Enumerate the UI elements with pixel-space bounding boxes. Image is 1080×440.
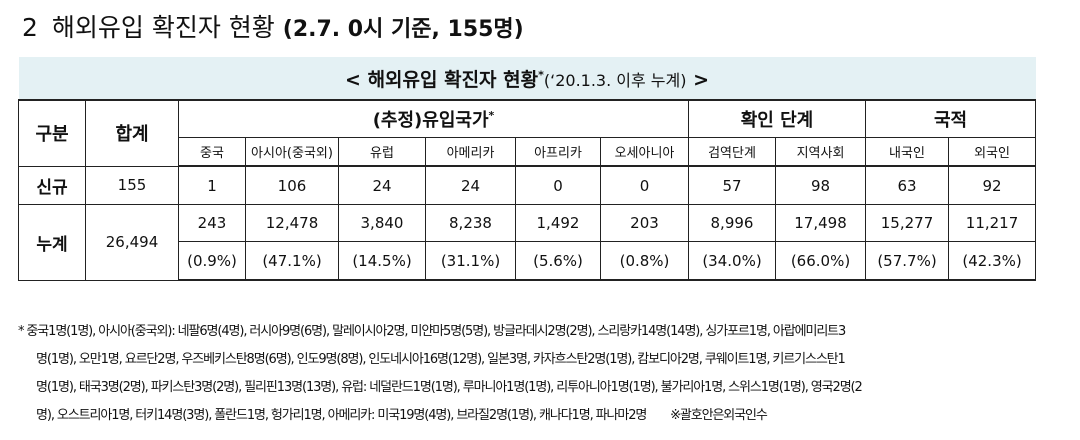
count-cell: 1,492 xyxy=(515,204,601,242)
header-cell: 국적 xyxy=(864,99,1037,138)
footnote-text: 명(1명), 태국3명(2명), 파키스탄3명(2명), 필리핀13명(13명)… xyxy=(36,380,863,395)
caption-suffix: (‘20.1.3. 이후 누계) xyxy=(543,70,687,90)
count-cell: 243 xyxy=(178,204,246,242)
value-cell: 106 xyxy=(245,165,339,205)
header-cell: (추정)유입국가* xyxy=(178,99,689,138)
caption-end: > xyxy=(693,68,710,91)
header-mark: * xyxy=(488,109,495,122)
share-cell: (31.1%) xyxy=(425,241,516,281)
sub-header-cell: 내국인 xyxy=(865,137,949,167)
total-cell: 155 xyxy=(85,165,179,205)
value-cell: 0 xyxy=(600,165,689,205)
header-cell: 합계 xyxy=(85,99,179,167)
footnote-line: * 중국1명(1명), 아시아(중국외): 네팔6명(4명), 러시아9명(6명… xyxy=(18,318,1068,346)
share-cell: (57.7%) xyxy=(865,241,949,281)
header-cell: 확인 단계 xyxy=(688,99,866,138)
value-cell: 63 xyxy=(865,165,949,205)
count-cell: 12,478 xyxy=(245,204,339,242)
count-cell: 15,277 xyxy=(865,204,949,242)
value-cell: 98 xyxy=(775,165,866,205)
header-cell: 구분 xyxy=(18,99,86,167)
sub-header-cell: 아프리카 xyxy=(515,137,601,167)
sub-header-cell: 지역사회 xyxy=(775,137,866,167)
section-note: (2.7. 0시 기준, 155명) xyxy=(282,17,524,42)
row-label: 누계 xyxy=(18,204,86,281)
footnote-line: 명(1명), 태국3명(2명), 파키스탄3명(2명), 필리핀13명(13명)… xyxy=(18,374,1068,402)
sub-header-cell: 아메리카 xyxy=(425,137,516,167)
header-text: (추정)유입국가 xyxy=(372,110,489,131)
share-cell: (34.0%) xyxy=(688,241,776,281)
total-cell: 26,494 xyxy=(85,204,179,281)
value-cell: 57 xyxy=(688,165,776,205)
count-cell: 8,996 xyxy=(688,204,776,242)
section-number: 2 xyxy=(22,13,38,42)
share-cell: (0.8%) xyxy=(600,241,689,281)
caption-mark: * xyxy=(538,68,544,82)
row-label: 신규 xyxy=(18,165,86,205)
sub-header-cell: 외국인 xyxy=(947,137,1037,167)
sub-header-cell: 아시아(중국외) xyxy=(245,137,339,167)
value-cell: 92 xyxy=(947,165,1037,205)
footnote-text: 명), 오스트리아1명, 터키14명(3명), 폴란드1명, 헝가리1명, 아메… xyxy=(36,408,647,423)
count-cell: 8,238 xyxy=(425,204,516,242)
cases-table: < 해외유입 확진자 현황*(‘20.1.3. 이후 누계) > 구분 합계 (… xyxy=(18,57,1037,281)
sub-header-cell: 중국 xyxy=(178,137,246,167)
footnote-remark: ※괄호안은외국인수 xyxy=(670,408,768,423)
share-cell: (66.0%) xyxy=(775,241,866,281)
share-cell: (5.6%) xyxy=(515,241,601,281)
share-cell: (14.5%) xyxy=(338,241,426,281)
value-cell: 1 xyxy=(178,165,246,205)
sub-header-cell: 검역단계 xyxy=(688,137,776,167)
share-cell: (0.9%) xyxy=(178,241,246,281)
table-caption: < 해외유입 확진자 현황*(‘20.1.3. 이후 누계) > xyxy=(18,57,1036,101)
section-title: 해외유입 확진자 현황 xyxy=(51,13,275,42)
share-cell: (47.1%) xyxy=(245,241,339,281)
share-cell: (42.3%) xyxy=(947,241,1037,281)
count-cell: 11,217 xyxy=(947,204,1037,242)
value-cell: 0 xyxy=(515,165,601,205)
footnote-line: 명(1명), 오만1명, 요르단2명, 우즈베키스탄8명(6명), 인도9명(8… xyxy=(18,346,1068,374)
value-cell: 24 xyxy=(338,165,426,205)
count-cell: 203 xyxy=(600,204,689,242)
footnote: * 중국1명(1명), 아시아(중국외): 네팔6명(4명), 러시아9명(6명… xyxy=(18,318,1068,430)
footnote-text: 명(1명), 오만1명, 요르단2명, 우즈베키스탄8명(6명), 인도9명(8… xyxy=(36,352,846,367)
caption-text: < 해외유입 확진자 현황 xyxy=(345,68,539,91)
count-cell: 3,840 xyxy=(338,204,426,242)
sub-header-cell: 유럽 xyxy=(338,137,426,167)
footnote-line: 명), 오스트리아1명, 터키14명(3명), 폴란드1명, 헝가리1명, 아메… xyxy=(18,402,1068,430)
footnote-text: * 중국1명(1명), 아시아(중국외): 네팔6명(4명), 러시아9명(6명… xyxy=(18,324,846,339)
sub-header-cell: 오세아니아 xyxy=(600,137,689,167)
value-cell: 24 xyxy=(425,165,516,205)
count-cell: 17,498 xyxy=(775,204,866,242)
section-heading: 2 해외유입 확진자 현황 (2.7. 0시 기준, 155명) xyxy=(22,8,524,44)
